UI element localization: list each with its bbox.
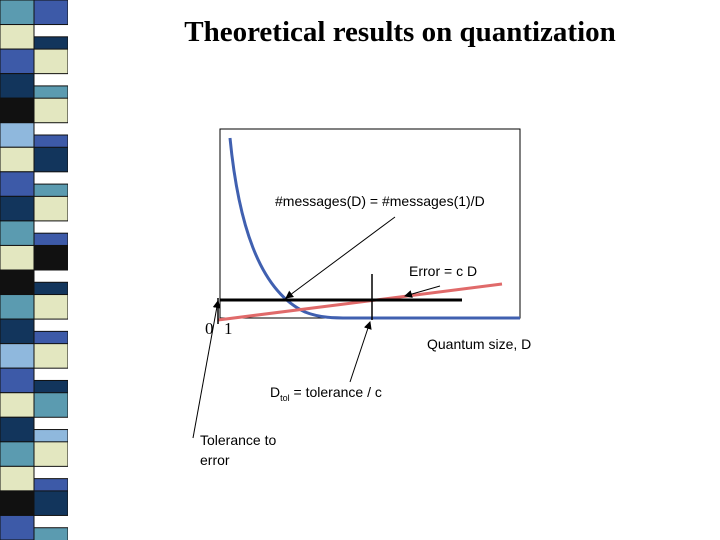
stripe-block [0, 195, 35, 222]
stripe-block [0, 97, 35, 124]
tolerance-label: Tolerance to error [200, 432, 277, 468]
stripe-block [33, 244, 68, 271]
error-line [217, 282, 503, 322]
stripe-block [33, 195, 68, 222]
messages-formula-label: #messages(D) = #messages(1)/D [275, 193, 485, 209]
stripe-block [33, 392, 68, 418]
plot-frame [219, 128, 521, 319]
slide-title: Theoretical results on quantization [184, 16, 616, 48]
axis-zero-label: 0 [205, 319, 214, 338]
stripe-block [33, 490, 68, 516]
stripe-block [33, 146, 68, 173]
messages-arrow [285, 216, 396, 299]
stripe-block [33, 0, 68, 26]
stripe-block [33, 48, 68, 75]
dtol-label: Dtol = tolerance / c [270, 384, 382, 403]
tolerance-arrow [192, 300, 221, 439]
messages-curve [228, 137, 520, 320]
axis-one-label: 1 [224, 319, 233, 338]
error-arrow [404, 285, 441, 298]
stripe-block [0, 514, 35, 540]
stripe-block [0, 122, 35, 148]
stripe-block [33, 441, 68, 467]
dtol-arrow [349, 321, 372, 383]
stripe-block [0, 48, 35, 75]
stripe-block [33, 527, 68, 540]
x-axis-label: Quantum size, D [427, 336, 532, 352]
decorative-side-stripe [0, 0, 68, 540]
stripe-block [33, 343, 68, 369]
error-formula-label: Error = c D [409, 263, 478, 279]
stripe-block [33, 294, 68, 320]
stripe-block [0, 392, 35, 418]
stripe-block [33, 97, 68, 124]
